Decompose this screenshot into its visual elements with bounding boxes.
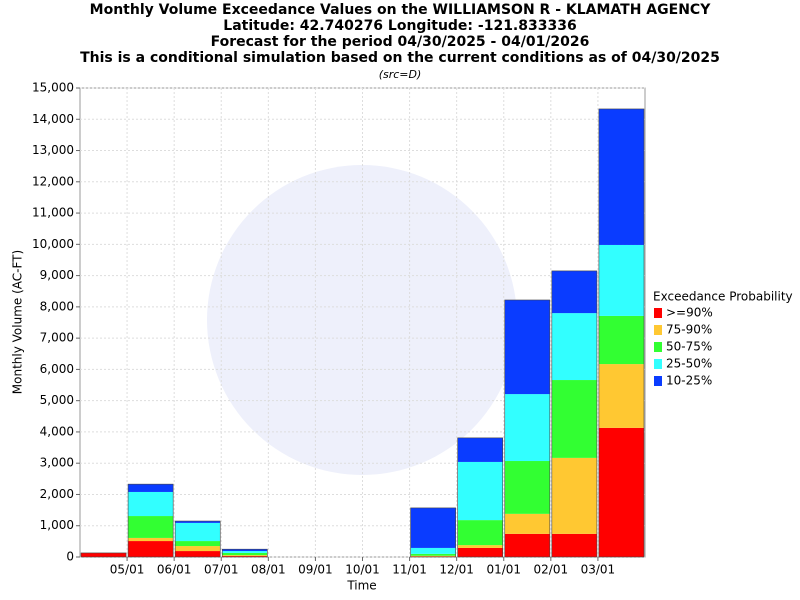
bar-segment: [598, 108, 644, 245]
y-tick-label: 4,000: [40, 424, 74, 438]
legend-label: 25-50%: [666, 357, 712, 371]
y-tick-label: 13,000: [32, 143, 74, 157]
bar-segment: [222, 551, 268, 553]
y-tick-label: 9,000: [40, 268, 74, 282]
x-tick-label: 07/01: [204, 563, 239, 577]
x-axis-label: Time: [346, 579, 376, 593]
legend-swatch: [654, 376, 662, 386]
y-axis-label: Monthly Volume (AC-FT): [11, 250, 25, 394]
legend-title: Exceedance Probability: [653, 290, 793, 304]
y-tick-label: 5,000: [40, 393, 74, 407]
y-tick-label: 1,000: [40, 518, 74, 532]
bar-segment: [81, 552, 127, 557]
bar-outline: [598, 108, 645, 558]
bar-segment: [551, 457, 597, 534]
x-tick-label: 03/01: [581, 563, 616, 577]
bar-segment: [128, 491, 174, 517]
legend-swatch: [654, 359, 662, 369]
legend-label: >=90%: [666, 306, 713, 320]
bar-segment: [457, 520, 503, 546]
y-tick-label: 10,000: [32, 237, 74, 251]
y-tick-label: 7,000: [40, 331, 74, 345]
bar-segment: [457, 547, 503, 557]
x-tick-label: 08/01: [251, 563, 286, 577]
bar-segment: [457, 461, 503, 521]
bar-segment: [504, 394, 550, 462]
bar-segment: [551, 270, 597, 314]
bar-segment: [128, 541, 174, 557]
x-tick-label: 09/01: [298, 563, 333, 577]
y-tick-label: 15,000: [32, 81, 74, 95]
y-tick-label: 14,000: [32, 112, 74, 126]
chart-title: Monthly Volume Exceedance Values on the …: [90, 2, 712, 18]
chart-subtitle: This is a conditional simulation based o…: [80, 50, 720, 66]
x-tick-label: 06/01: [157, 563, 192, 577]
y-tick-label: 6,000: [40, 362, 74, 376]
bar-segment: [410, 556, 456, 557]
bar-segment: [598, 427, 644, 557]
x-tick-label: 05/01: [110, 563, 145, 577]
bar-segment: [551, 313, 597, 381]
bar-segment: [175, 551, 221, 557]
bar-segment: [504, 461, 550, 514]
bar-outline: [457, 437, 504, 558]
bar-segment: [222, 555, 268, 557]
bar-segment: [175, 522, 221, 542]
y-tick-label: 8,000: [40, 299, 74, 313]
bar-segment: [410, 553, 456, 556]
bar-outline: [221, 548, 268, 558]
bar-outline: [174, 520, 221, 558]
y-tick-label: 0: [66, 550, 74, 564]
legend-label: 50-75%: [666, 340, 712, 354]
bar-segment: [222, 556, 268, 557]
x-tick-label: 02/01: [534, 563, 569, 577]
bar-outline: [80, 552, 127, 558]
bar-segment: [504, 299, 550, 395]
legend-label: 75-90%: [666, 323, 712, 337]
bar-segment: [175, 541, 221, 547]
chart-subtitle: Latitude: 42.740276 Longitude: -121.8333…: [223, 18, 576, 34]
bar-segment: [457, 437, 503, 462]
bar-segment: [504, 513, 550, 534]
bar-segment: [598, 364, 644, 428]
legend-swatch: [654, 342, 662, 352]
y-tick-label: 11,000: [32, 206, 74, 220]
bar-segment: [457, 545, 503, 548]
bar-segment: [551, 380, 597, 458]
legend-label: 10-25%: [666, 374, 712, 388]
bar-segment: [128, 484, 174, 492]
bar-segment: [175, 521, 221, 523]
legend-swatch: [654, 308, 662, 318]
bar-outline: [504, 299, 551, 558]
bar-outline: [551, 270, 598, 558]
bar-segment: [175, 546, 221, 552]
bar-segment: [222, 549, 268, 552]
x-tick-label: 12/01: [439, 563, 474, 577]
bar-segment: [222, 552, 268, 556]
bar-segment: [598, 315, 644, 365]
bar-segment: [128, 516, 174, 538]
bar-outline: [410, 507, 456, 558]
bar-segment: [410, 507, 456, 548]
bar-segment: [410, 547, 456, 554]
x-tick-label: 01/01: [486, 563, 521, 577]
bar-segment: [504, 533, 550, 557]
y-tick-label: 3,000: [40, 456, 74, 470]
bar-segment: [598, 244, 644, 316]
x-tick-label: 10/01: [345, 563, 380, 577]
bar-segment: [410, 555, 456, 557]
x-tick-label: 11/01: [392, 563, 427, 577]
y-tick-label: 2,000: [40, 487, 74, 501]
bar-outline: [127, 483, 174, 558]
source-note: (src=D): [379, 68, 422, 81]
bar-segment: [551, 533, 597, 557]
legend-swatch: [654, 325, 662, 335]
chart-subtitle: Forecast for the period 04/30/2025 - 04/…: [211, 34, 590, 50]
bar-segment: [128, 537, 174, 542]
y-tick-label: 12,000: [32, 174, 74, 188]
